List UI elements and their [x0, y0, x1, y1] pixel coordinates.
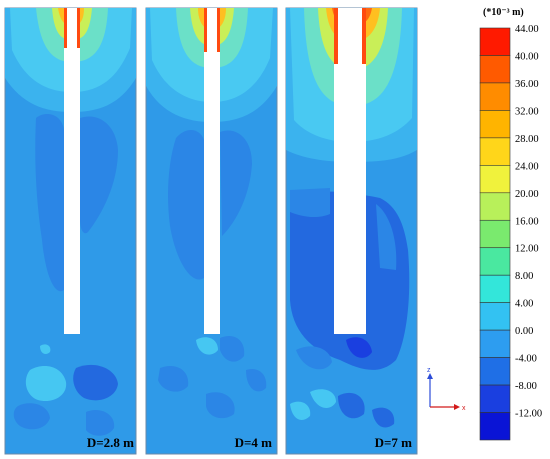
legend-tick-label: -8.00 — [515, 381, 537, 392]
legend-title: (*10⁻³ m) — [483, 7, 524, 18]
legend-tick-label: 0.00 — [515, 326, 533, 337]
legend-swatch — [479, 110, 511, 139]
legend-swatch — [479, 219, 511, 249]
legend-swatches — [479, 27, 511, 441]
legend-tick-label: 36.00 — [515, 79, 539, 90]
panel-d2-8 — [4, 7, 137, 455]
legend-ticks: 44.00 40.00 36.00 32.00 28.00 24.00 20.00 16.00… — [515, 24, 542, 420]
legend-swatch — [479, 82, 511, 111]
legend-swatch — [479, 247, 511, 276]
legend-swatch — [479, 137, 511, 166]
z-axis-label: z — [427, 367, 431, 374]
legend-tick-label: 32.00 — [515, 106, 539, 117]
color-legend: (*10⁻³ m) 44.00 40.00 36.00 32.00 28.00 24.00… — [479, 7, 542, 441]
legend-swatch — [479, 384, 511, 413]
panel-d4 — [145, 7, 278, 455]
legend-tick-label: 16.00 — [515, 216, 539, 227]
legend-swatch — [479, 357, 511, 386]
legend-swatch — [479, 27, 511, 56]
panel-d7 — [285, 7, 418, 455]
legend-tick-label: -4.00 — [515, 354, 537, 365]
legend-tick-label: 24.00 — [515, 161, 539, 172]
legend-swatch — [479, 412, 511, 441]
x-axis-label: x — [462, 405, 466, 412]
panel-label-d2-8: D=2.8 m — [87, 435, 134, 450]
legend-swatch — [479, 329, 511, 358]
panel-label-d7: D=7 m — [375, 435, 413, 450]
legend-tick-label: 40.00 — [515, 51, 539, 62]
legend-swatch — [479, 302, 511, 331]
legend-swatch — [479, 274, 511, 303]
legend-tick-label: -12.00 — [515, 409, 542, 420]
legend-tick-label: 4.00 — [515, 299, 533, 310]
legend-swatch — [479, 165, 511, 194]
legend-tick-label: 44.00 — [515, 24, 539, 35]
legend-tick-label: 28.00 — [515, 134, 539, 145]
legend-tick-label: 12.00 — [515, 244, 539, 255]
axis-triad: z x — [427, 367, 466, 412]
legend-tick-label: 20.00 — [515, 189, 539, 200]
legend-swatch — [479, 55, 511, 84]
legend-tick-label: 8.00 — [515, 271, 533, 282]
legend-swatch — [479, 192, 511, 221]
panel-label-d4: D=4 m — [235, 435, 273, 450]
